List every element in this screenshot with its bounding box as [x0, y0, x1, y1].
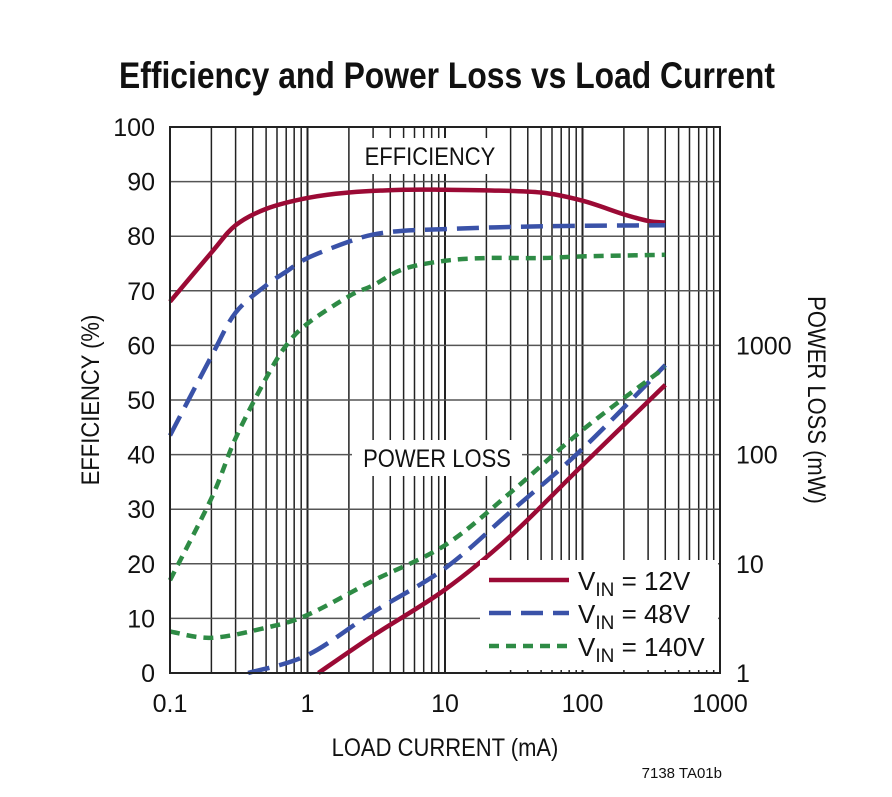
- y-tick-label: 80: [127, 223, 155, 251]
- power-loss-curve-2: [169, 365, 667, 641]
- y-tick-label: 100: [113, 114, 155, 142]
- power-loss-curve-1: [247, 363, 667, 676]
- y-tick-label: 20: [127, 551, 155, 579]
- y-tick-label: 60: [127, 332, 155, 360]
- y-tick-label: 70: [127, 278, 155, 306]
- x-tick-label: 1000: [692, 690, 748, 718]
- efficiency-annotation: EFFICIENCY: [365, 143, 496, 171]
- y-tick-label: 90: [127, 169, 155, 197]
- figure-id: 7138 TA01b: [642, 765, 722, 782]
- tick-labels: 0.1 1 10 100 1000010203040506070809010011010…: [113, 114, 791, 718]
- y2-tick-label: 1: [736, 660, 750, 688]
- y-tick-label: 0: [141, 660, 155, 688]
- y-axis-label: EFFICIENCY (%): [77, 315, 105, 486]
- x-tick-label: 0.1: [153, 690, 188, 718]
- chart-title: Efficiency and Power Loss vs Load Curren…: [119, 56, 775, 97]
- y-tick-label: 40: [127, 442, 155, 470]
- x-tick-label: 10: [431, 690, 459, 718]
- efficiency-curve-0: [168, 187, 666, 304]
- curves: [167, 187, 667, 676]
- x-tick-label: 1: [301, 690, 315, 718]
- legend-label: VIN = 140V: [578, 632, 705, 667]
- power-loss-curve-0: [317, 383, 667, 675]
- x-axis-label: LOAD CURRENT (mA): [332, 734, 559, 762]
- efficiency-curve-1: [168, 223, 666, 437]
- y-tick-label: 10: [127, 605, 155, 633]
- x-tick-label: 100: [562, 690, 604, 718]
- y2-axis-label: POWER LOSS (mW): [803, 296, 831, 504]
- y2-tick-label: 1000: [736, 332, 792, 360]
- y2-tick-label: 10: [736, 551, 764, 579]
- efficiency-curve-2: [167, 252, 666, 582]
- legend-label: VIN = 48V: [578, 599, 691, 634]
- plot-frame: [169, 126, 721, 674]
- power-loss-label-bg: [352, 440, 522, 476]
- legend-label: VIN = 12V: [578, 566, 691, 601]
- y-tick-label: 50: [127, 387, 155, 415]
- power-loss-annotation: POWER LOSS: [363, 445, 511, 473]
- y-tick-label: 30: [127, 496, 155, 524]
- y2-tick-label: 100: [736, 442, 778, 470]
- efficiency-label-bg: [357, 138, 503, 174]
